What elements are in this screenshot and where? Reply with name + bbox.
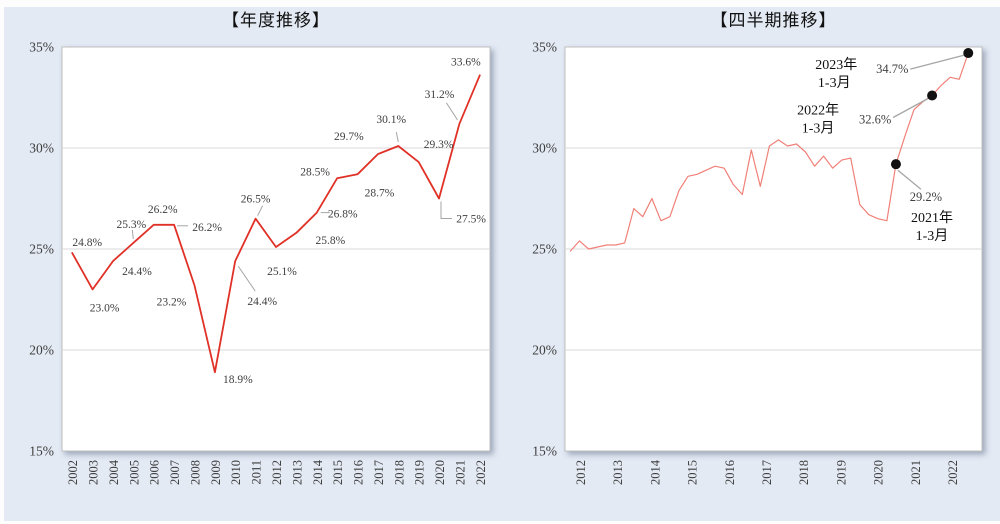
x-axis-tick-label: 2018 — [797, 460, 811, 485]
annotation-leader-line — [897, 169, 922, 190]
annotation-period-label: 1-3月 — [802, 120, 835, 136]
x-axis-tick-label: 2006 — [148, 460, 162, 485]
annotation-leader-line — [910, 54, 965, 70]
y-axis-tick-label: 35% — [29, 40, 54, 55]
x-axis-tick-label: 2010 — [229, 460, 243, 485]
quarterly-chart-canvas: 35% 30% 25% 20% 15% 2012 2013 2014 2015 2016 2017 2… — [532, 40, 983, 485]
x-axis-tick-label: 2003 — [87, 460, 101, 485]
label-leader-line — [445, 102, 458, 121]
y-axis-tick-label: 25% — [532, 242, 557, 257]
x-axis-tick-label: 2016 — [723, 460, 737, 485]
data-point-label: 24.4% — [247, 296, 277, 308]
x-axis-tick-label: 2021 — [909, 460, 923, 485]
x-axis-tick-label: 2014 — [311, 459, 325, 485]
data-point-label: 29.3% — [424, 139, 454, 151]
y-axis-tick-label: 20% — [29, 343, 54, 358]
x-axis-tick-label: 2017 — [372, 460, 386, 485]
label-leader-line — [440, 201, 452, 219]
data-point-marker — [963, 48, 974, 59]
annotation-year-label: 2023年 — [815, 57, 857, 73]
y-axis-tick-label: 20% — [532, 343, 557, 358]
label-leader-line — [395, 131, 399, 143]
data-point-label: 33.6% — [451, 56, 481, 68]
annotation-value-label: 29.2% — [910, 190, 942, 204]
data-point-label: 25.1% — [267, 266, 297, 278]
annotation-period-label: 1-3月 — [916, 228, 949, 244]
x-axis-tick-label: 2017 — [760, 460, 774, 485]
annotation-leader-line — [892, 97, 929, 119]
data-point-marker — [927, 90, 938, 101]
x-axis-tick-label: 2011 — [250, 460, 264, 485]
y-axis-tick-label: 25% — [29, 242, 54, 257]
data-point-label: 25.8% — [316, 235, 346, 247]
x-axis-tick-label: 2012 — [270, 460, 284, 485]
data-point-label: 23.2% — [157, 296, 187, 308]
data-point-label: 31.2% — [425, 89, 455, 101]
x-axis-tick-label: 2016 — [352, 460, 366, 485]
label-leader-line — [131, 229, 134, 239]
data-point-label: 30.1% — [376, 114, 406, 126]
data-point-marker — [890, 159, 901, 170]
x-axis-tick-label: 2015 — [686, 460, 700, 485]
data-point-label: 23.0% — [90, 302, 120, 314]
y-axis-tick-label: 35% — [532, 40, 557, 55]
label-leader-line — [257, 205, 264, 216]
annual-chart-canvas: 35% 30% 25% 20% 15% 2002 2003 2004 2005 2006 2007 2… — [29, 40, 491, 485]
x-axis-tick-label: 2018 — [392, 460, 406, 485]
annual-chart-title: 【年度推移】 — [222, 11, 330, 30]
x-axis-tick-label: 2020 — [433, 460, 447, 485]
quarterly-chart-title: 【四半期推移】 — [710, 11, 837, 30]
x-axis-tick-label: 2009 — [209, 460, 223, 485]
annotation-year-label: 2022年 — [797, 102, 839, 118]
data-point-label: 24.8% — [72, 237, 102, 249]
data-point-label: 28.7% — [365, 187, 395, 199]
data-point-label: 26.2% — [192, 222, 222, 234]
label-leader-line — [237, 265, 256, 292]
x-axis-tick-label: 2005 — [127, 460, 141, 485]
x-axis-tick-label: 2022 — [946, 460, 960, 485]
y-axis-tick-label: 15% — [532, 444, 557, 459]
data-point-label: 29.7% — [334, 131, 364, 143]
data-point-label: 26.8% — [328, 209, 358, 221]
data-point-label: 25.3% — [116, 219, 146, 231]
x-axis-tick-label: 2013 — [290, 460, 304, 485]
x-axis-tick-label: 2012 — [574, 460, 588, 485]
annotation-value-label: 34.7% — [876, 62, 908, 76]
y-axis-tick-label: 30% — [29, 141, 54, 156]
quarterly-trend-chart: 【四半期推移】 35% 30% 25% 20% 15% 2012 2013 2014 2015 2… — [500, 0, 1000, 524]
y-axis-tick-label: 15% — [29, 444, 54, 459]
data-series-line — [569, 52, 969, 252]
x-axis-tick-label: 2021 — [453, 460, 467, 485]
y-axis-tick-label: 30% — [532, 141, 557, 156]
annotation-value-label: 32.6% — [859, 112, 891, 126]
x-axis-tick-label: 2013 — [611, 460, 625, 485]
data-series-line — [71, 74, 481, 374]
x-axis-tick-label: 2014 — [648, 459, 662, 485]
data-point-label: 28.5% — [300, 166, 330, 178]
x-axis-tick-label: 2008 — [188, 460, 202, 485]
data-point-label: 24.4% — [122, 266, 152, 278]
annotation-period-label: 1-3月 — [818, 75, 851, 91]
annual-trend-chart: 【年度推移】 35% 30% 25% 20% 15% 2002 2003 2004 2005 20… — [29, 11, 491, 485]
x-axis-tick-label: 2019 — [413, 460, 427, 485]
x-axis-tick-label: 2004 — [107, 459, 121, 485]
x-axis-tick-label: 2020 — [872, 460, 886, 485]
data-point-label: 26.5% — [241, 194, 271, 206]
x-axis-tick-label: 2015 — [331, 460, 345, 485]
data-point-label: 18.9% — [223, 374, 253, 386]
x-axis-tick-label: 2019 — [834, 460, 848, 485]
x-axis-tick-label: 2002 — [66, 460, 80, 485]
annotation-year-label: 2021年 — [911, 210, 953, 226]
data-point-label: 27.5% — [456, 214, 486, 226]
data-point-label: 26.2% — [148, 204, 178, 216]
x-axis-tick-label: 2022 — [474, 460, 488, 485]
x-axis-tick-label: 2007 — [168, 460, 182, 485]
